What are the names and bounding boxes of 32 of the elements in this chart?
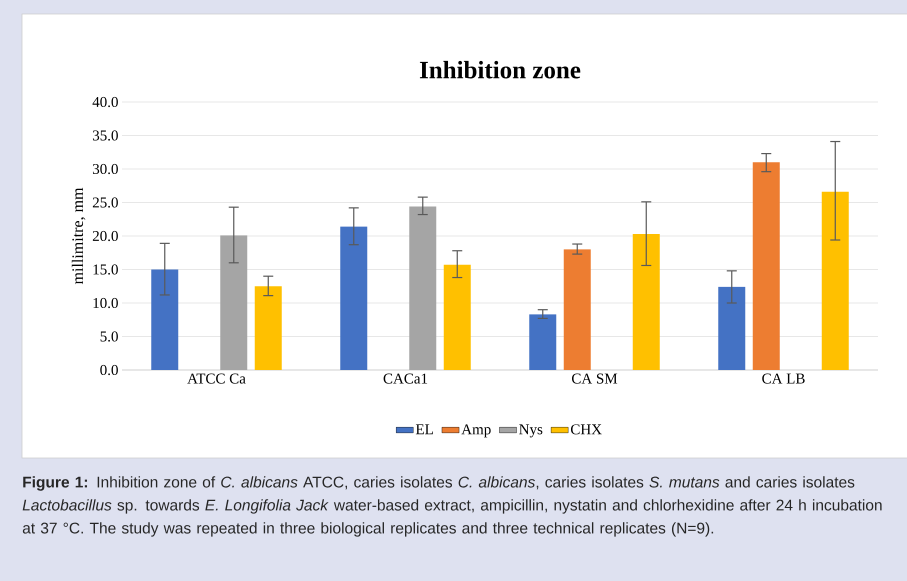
legend-label: Amp	[461, 424, 491, 438]
chart-title: Inhibition zone	[420, 60, 580, 78]
legend-label: EL	[416, 424, 433, 434]
bar	[409, 206, 436, 370]
bar	[564, 249, 591, 370]
y-tick-label: 25.0	[92, 197, 118, 208]
bar	[529, 314, 556, 370]
y-axis-title: millimitre, mm	[72, 188, 86, 284]
x-tick-label: ATCC Ca	[187, 374, 246, 384]
y-tick-label: 5.0	[100, 331, 118, 342]
y-tick-label: 35.0	[92, 130, 118, 141]
bar	[220, 235, 248, 370]
text: Figure 1: Inhibition zone of C. albicans ATCC, caries isolates C. albicans, caries isolates S. mutans and caries isolates Lactobacillus sp. towards E. Longifolia Jack water-based extract, ampicillin, nystatin and chlorhexidine after 24 h incubation at 37 °C. The study was repeated in three biological replicates and three technical replicates (N=9).	[22, 476, 882, 537]
bar	[340, 226, 368, 370]
bar	[444, 264, 471, 370]
x-tick-label: CA SM	[572, 374, 618, 384]
bar	[254, 286, 282, 370]
bar	[632, 234, 660, 370]
bar	[752, 162, 780, 370]
y-tick-label: 40.0	[92, 96, 118, 108]
x-tick-label: CACa1	[384, 374, 428, 384]
y-tick-label: 30.0	[92, 164, 118, 174]
bar	[151, 270, 178, 370]
y-tick-label: 0.0	[100, 364, 118, 376]
bar	[822, 192, 849, 370]
y-tick-label: 10.0	[94, 298, 118, 308]
y-tick-label: 20.0	[92, 230, 118, 242]
bar	[718, 286, 746, 370]
x-tick-label: CA LB	[762, 374, 805, 384]
y-tick-label: 15.0	[94, 264, 118, 275]
legend-label: CHX	[570, 424, 602, 434]
legend-label: Nys	[519, 424, 542, 438]
